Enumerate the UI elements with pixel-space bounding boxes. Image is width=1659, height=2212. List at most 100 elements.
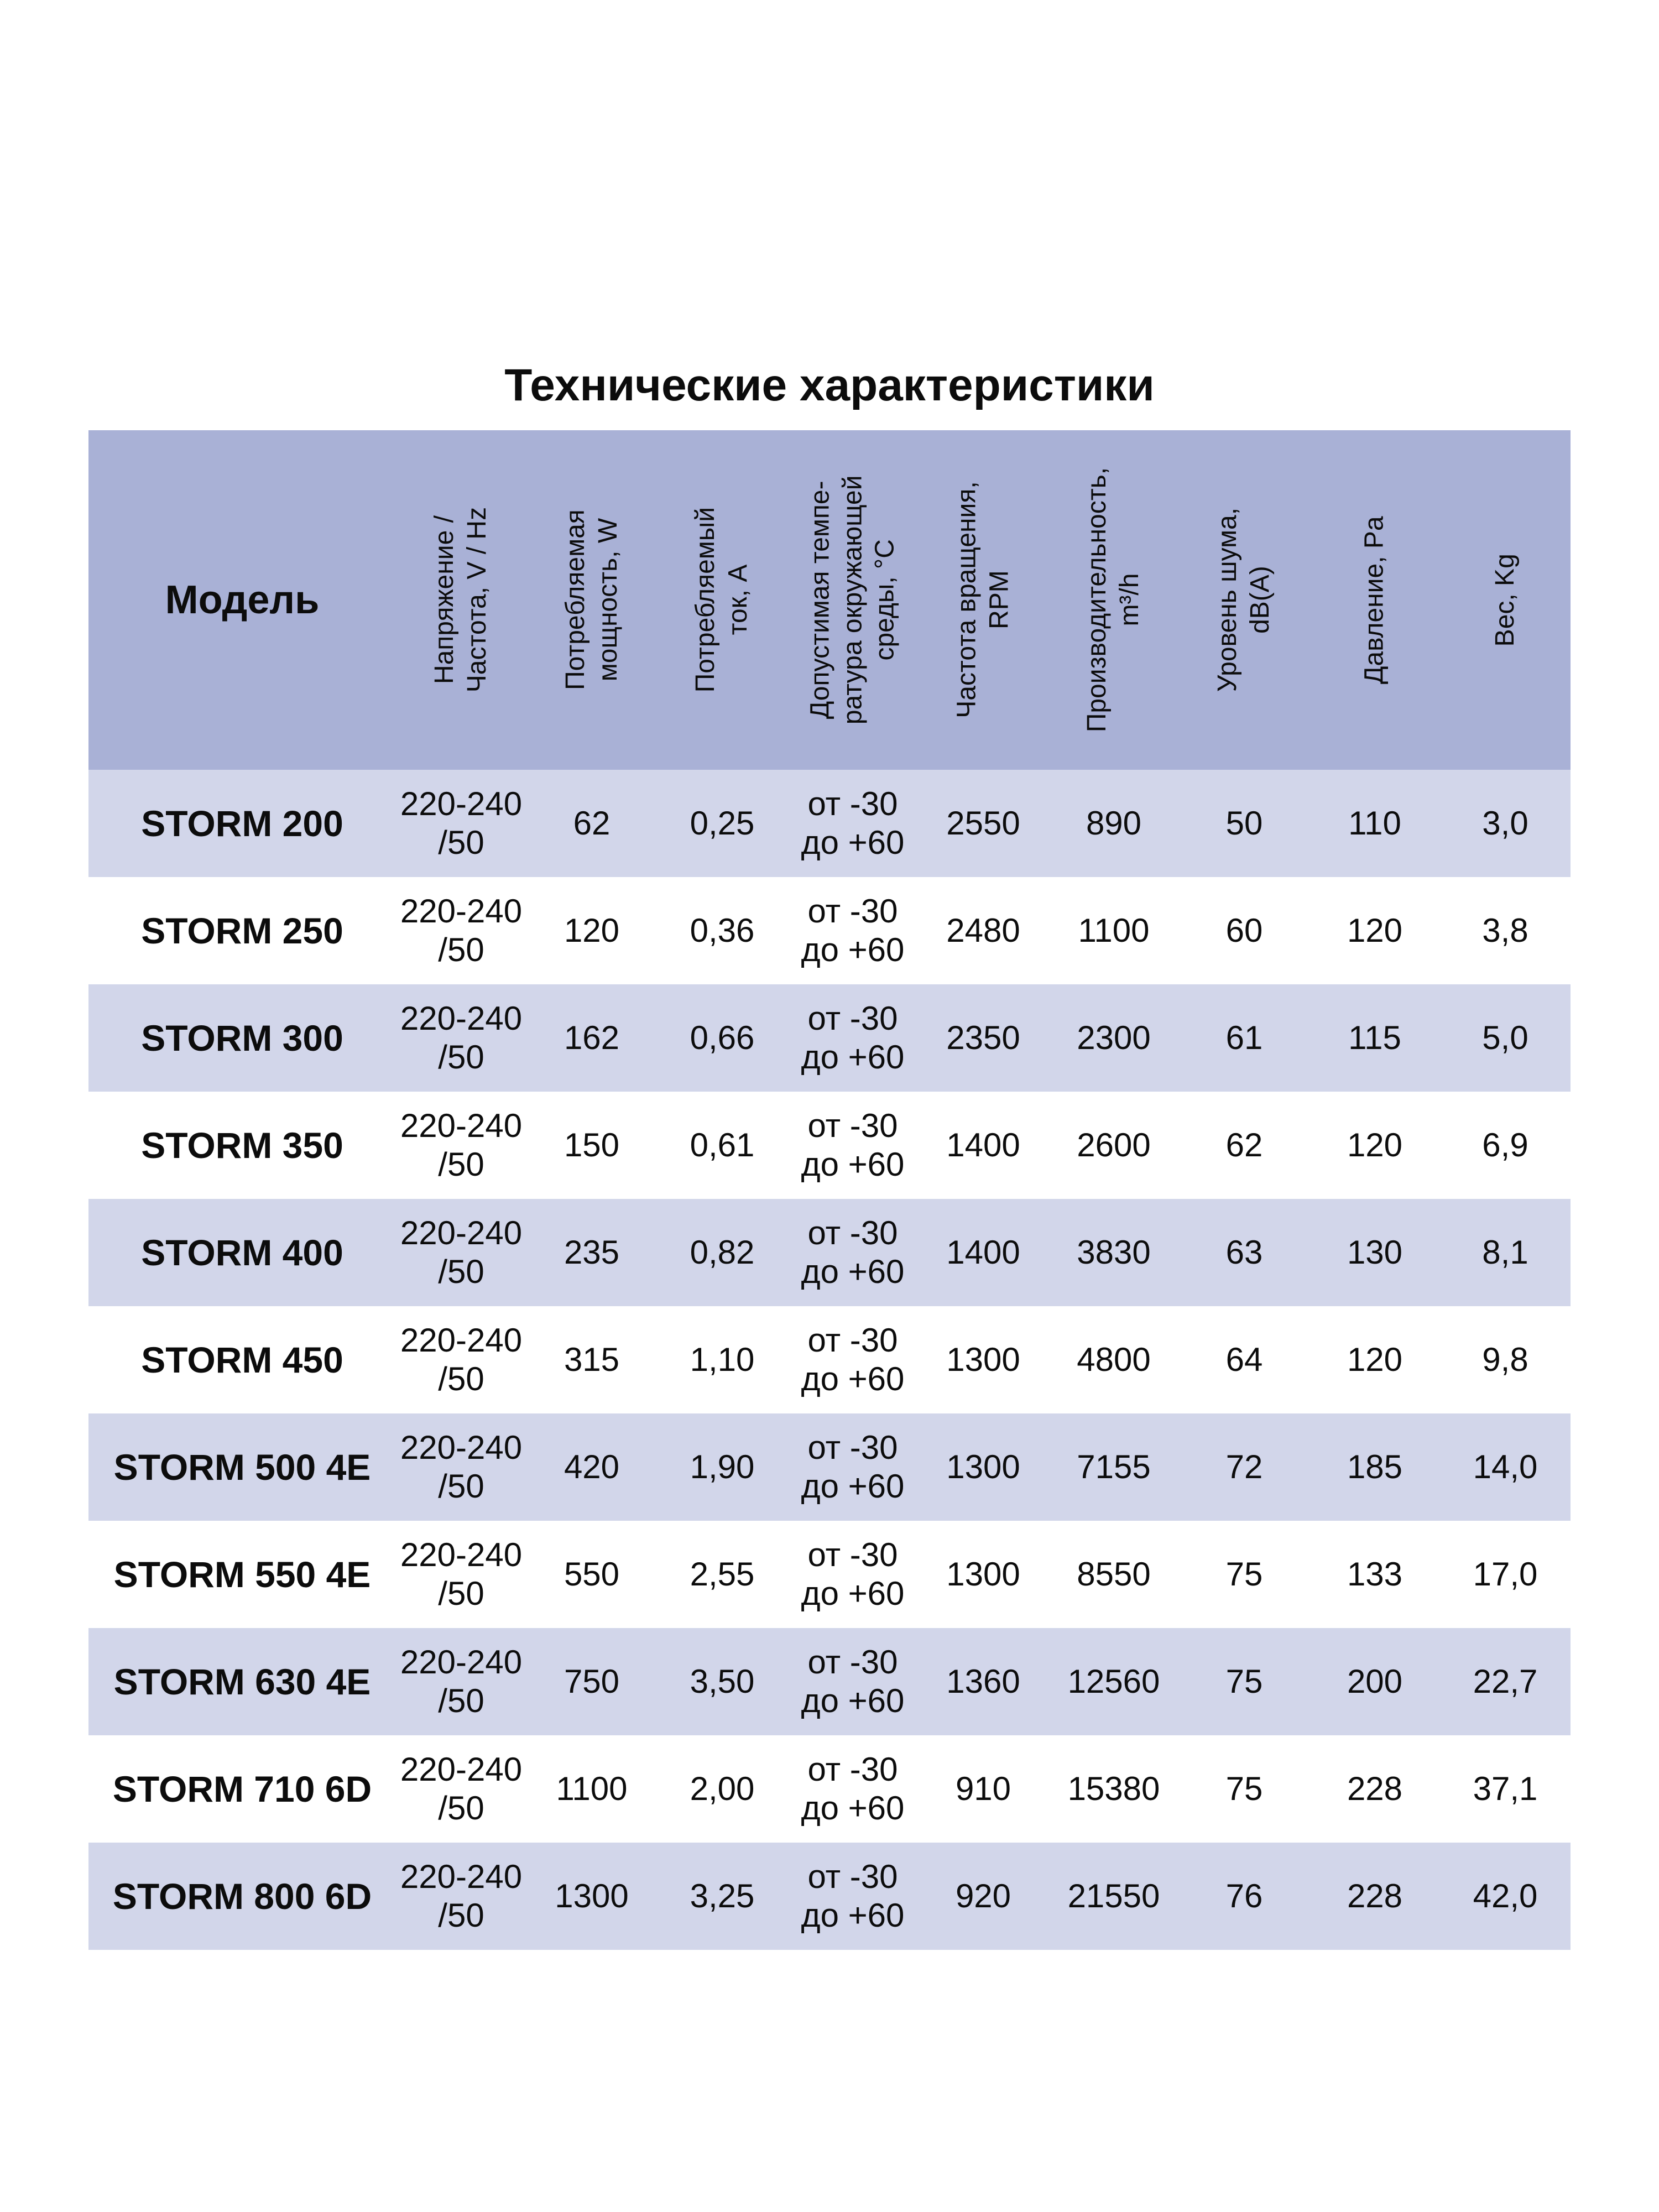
cell-temperature: от -30 до +60 xyxy=(801,1858,905,1934)
cell-weight: 22,7 xyxy=(1473,1663,1538,1700)
cell-current: 0,61 xyxy=(690,1126,755,1164)
cell-voltage: 220-240 /50 xyxy=(400,785,523,861)
model-label: STORM 630 4E xyxy=(113,1661,371,1702)
cell-temperature: от -30 до +60 xyxy=(801,785,905,861)
header-cell-pressure: Давление, Pa xyxy=(1310,430,1440,770)
table-row: STORM 350 220-240 /50 150 0,61 от -30 до… xyxy=(88,1092,1571,1199)
cell-voltage: 220-240 /50 xyxy=(400,1429,523,1505)
cell-airflow: 890 xyxy=(1086,805,1142,842)
header-pressure-label: Давление, Pa xyxy=(1359,516,1389,684)
cell-rpm: 1300 xyxy=(946,1448,1020,1486)
cell-temperature: от -30 до +60 xyxy=(801,1322,905,1397)
cell-power: 750 xyxy=(564,1663,620,1700)
cell-rpm: 920 xyxy=(955,1877,1011,1915)
cell-noise: 75 xyxy=(1225,1770,1263,1808)
cell-temperature: от -30 до +60 xyxy=(801,1536,905,1612)
cell-rpm: 1360 xyxy=(946,1663,1020,1700)
cell-rpm: 1400 xyxy=(946,1126,1020,1164)
cell-rpm: 1300 xyxy=(946,1341,1020,1379)
cell-airflow: 8550 xyxy=(1077,1556,1151,1593)
cell-weight: 3,0 xyxy=(1482,805,1528,842)
cell-airflow: 15380 xyxy=(1067,1770,1160,1808)
cell-weight: 3,8 xyxy=(1482,912,1528,950)
cell-pressure: 228 xyxy=(1347,1770,1403,1808)
cell-rpm: 2480 xyxy=(946,912,1020,950)
header-cell-rpm: Частота вращения, RPM xyxy=(918,430,1048,770)
header-current-label: Потребляемый ток, A xyxy=(691,507,753,693)
header-cell-model: Модель xyxy=(88,430,396,770)
table-row: STORM 800 6D 220-240 /50 1300 3,25 от -3… xyxy=(88,1843,1571,1950)
cell-pressure: 110 xyxy=(1348,805,1401,842)
table-row: STORM 300 220-240 /50 162 0,66 от -30 до… xyxy=(88,984,1571,1092)
cell-airflow: 21550 xyxy=(1067,1877,1160,1915)
header-cell-weight: Вес, Kg xyxy=(1440,430,1571,770)
cell-noise: 72 xyxy=(1225,1448,1263,1486)
cell-noise: 75 xyxy=(1225,1663,1263,1700)
cell-pressure: 185 xyxy=(1347,1448,1403,1486)
cell-voltage: 220-240 /50 xyxy=(400,1536,523,1612)
cell-pressure: 115 xyxy=(1348,1019,1401,1057)
specs-table: Модель Напряжение / Частота, V / Hz Потр… xyxy=(88,430,1571,1950)
cell-weight: 8,1 xyxy=(1482,1234,1528,1271)
cell-power: 420 xyxy=(564,1448,620,1486)
cell-weight: 42,0 xyxy=(1473,1877,1538,1915)
table-row: STORM 400 220-240 /50 235 0,82 от -30 до… xyxy=(88,1199,1571,1306)
cell-airflow: 12560 xyxy=(1067,1663,1160,1700)
header-weight-label: Вес, Kg xyxy=(1490,553,1520,647)
cell-airflow: 4800 xyxy=(1077,1341,1151,1379)
model-label: STORM 250 xyxy=(141,910,343,951)
cell-current: 0,66 xyxy=(690,1019,755,1057)
cell-model: STORM 350 xyxy=(88,1092,396,1199)
model-label: STORM 200 xyxy=(141,803,343,844)
cell-power: 315 xyxy=(564,1341,620,1379)
header-cell-airflow: Производительность, m³/h xyxy=(1048,430,1179,770)
table-row: STORM 550 4E 220-240 /50 550 2,55 от -30… xyxy=(88,1521,1571,1628)
cell-temperature: от -30 до +60 xyxy=(801,1000,905,1076)
cell-weight: 9,8 xyxy=(1482,1341,1528,1379)
cell-model: STORM 400 xyxy=(88,1199,396,1306)
model-label: STORM 800 6D xyxy=(112,1876,372,1917)
cell-temperature: от -30 до +60 xyxy=(801,1644,905,1719)
cell-model: STORM 250 xyxy=(88,877,396,984)
cell-noise: 76 xyxy=(1225,1877,1263,1915)
cell-current: 0,25 xyxy=(690,805,755,842)
cell-voltage: 220-240 /50 xyxy=(400,1751,523,1827)
cell-voltage: 220-240 /50 xyxy=(400,1214,523,1290)
cell-current: 2,00 xyxy=(690,1770,755,1808)
cell-noise: 63 xyxy=(1225,1234,1263,1271)
cell-rpm: 1400 xyxy=(946,1234,1020,1271)
model-label: STORM 400 xyxy=(141,1232,343,1273)
header-cell-temperature: Допустимая темпе- ратура окружающей сред… xyxy=(787,430,918,770)
cell-temperature: от -30 до +60 xyxy=(801,1214,905,1290)
table-row: STORM 630 4E 220-240 /50 750 3,50 от -30… xyxy=(88,1628,1571,1735)
cell-temperature: от -30 до +60 xyxy=(801,1429,905,1505)
model-label: STORM 350 xyxy=(141,1125,343,1166)
cell-pressure: 133 xyxy=(1347,1556,1403,1593)
cell-power: 550 xyxy=(564,1556,620,1593)
cell-weight: 5,0 xyxy=(1482,1019,1528,1057)
cell-pressure: 120 xyxy=(1347,912,1403,950)
cell-voltage: 220-240 /50 xyxy=(400,1107,523,1183)
cell-rpm: 2550 xyxy=(946,805,1020,842)
header-power-label: Потребляемая мощность, W xyxy=(560,509,623,691)
cell-rpm: 2350 xyxy=(946,1019,1020,1057)
model-label: STORM 710 6D xyxy=(112,1768,372,1809)
header-voltage-label: Напряжение / Частота, V / Hz xyxy=(430,507,492,693)
cell-rpm: 910 xyxy=(955,1770,1011,1808)
cell-voltage: 220-240 /50 xyxy=(400,1322,523,1397)
cell-voltage: 220-240 /50 xyxy=(400,1644,523,1719)
cell-voltage: 220-240 /50 xyxy=(400,1858,523,1934)
cell-pressure: 228 xyxy=(1347,1877,1403,1915)
header-model-label: Модель xyxy=(165,578,320,622)
cell-power: 1100 xyxy=(556,1770,628,1808)
cell-model: STORM 500 4E xyxy=(88,1413,396,1521)
cell-temperature: от -30 до +60 xyxy=(801,1107,905,1183)
cell-pressure: 120 xyxy=(1347,1341,1403,1379)
cell-noise: 61 xyxy=(1225,1019,1263,1057)
cell-weight: 14,0 xyxy=(1473,1448,1538,1486)
header-cell-noise: Уровень шума, dB(A) xyxy=(1179,430,1310,770)
cell-airflow: 7155 xyxy=(1077,1448,1151,1486)
table-row: STORM 500 4E 220-240 /50 420 1,90 от -30… xyxy=(88,1413,1571,1521)
cell-weight: 37,1 xyxy=(1473,1770,1538,1808)
cell-temperature: от -30 до +60 xyxy=(801,1751,905,1827)
